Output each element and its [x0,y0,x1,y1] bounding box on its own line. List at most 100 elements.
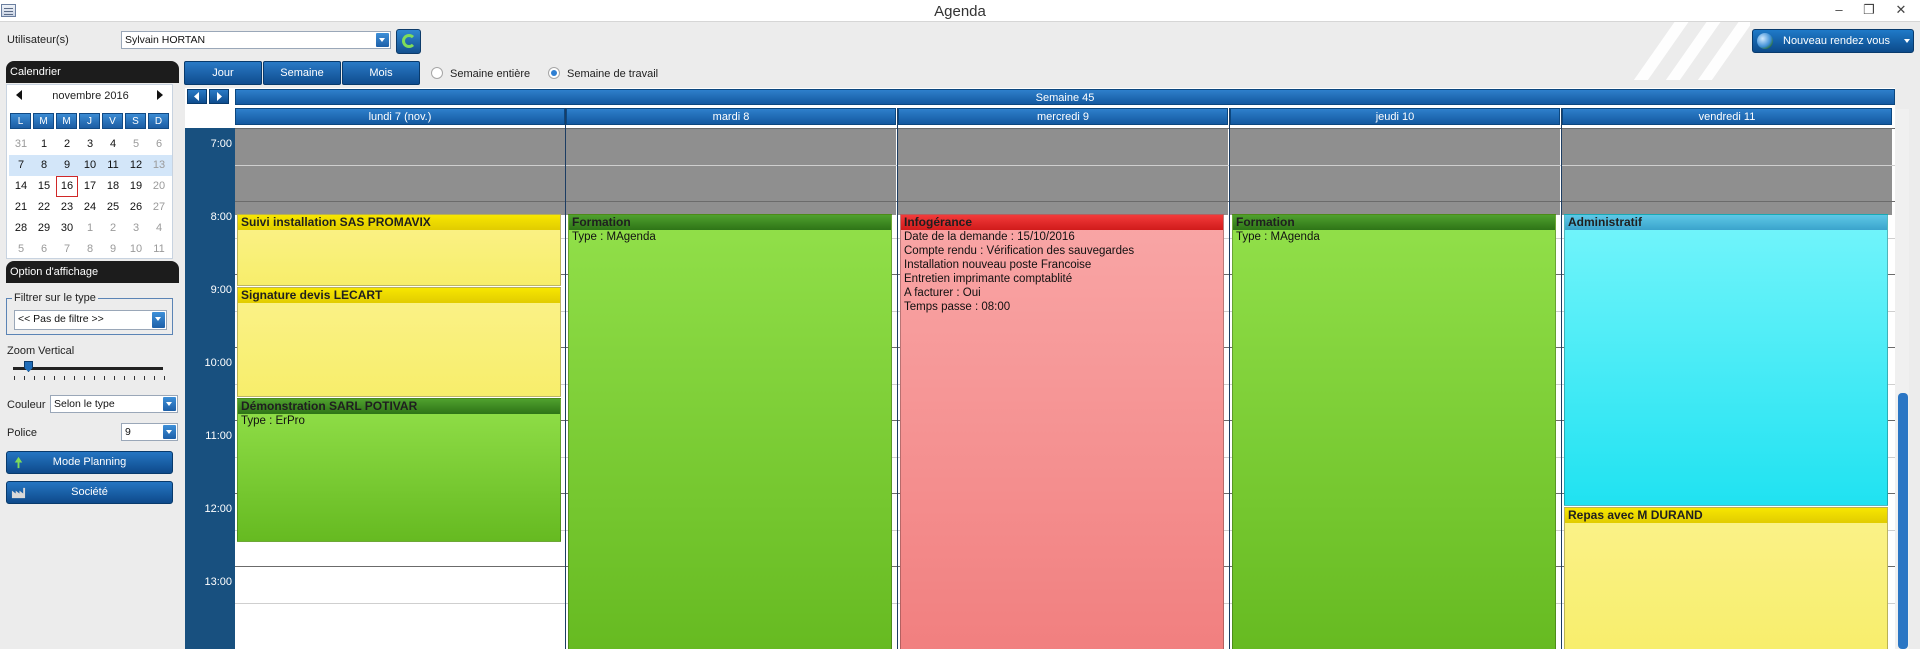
day-header[interactable]: jeudi 10 [1230,108,1560,125]
appointment[interactable]: Formation Type : MAgenda [568,214,892,649]
calendar-day[interactable]: 17 [83,180,97,192]
appointment[interactable]: Infogérance Date de la demande : 15/10/20… [900,214,1224,649]
prev-month-icon[interactable] [16,90,22,100]
calendar-day[interactable]: 18 [106,180,120,192]
refresh-button[interactable] [396,29,421,54]
new-appointment-button[interactable]: Nouveau rendez vous [1752,29,1914,53]
tab-week[interactable]: Semaine [263,61,341,85]
zoom-tick [154,376,155,380]
appointment[interactable]: Repas avec M DURAND [1564,507,1888,649]
off-hours-slot [1562,128,1892,215]
appointment[interactable]: Signature devis LECART [237,287,561,397]
next-week-button[interactable] [209,89,229,104]
calendar-day[interactable]: 5 [132,138,140,150]
calendar-day[interactable]: 3 [86,138,94,150]
appointment[interactable]: Formation Type : MAgenda [1232,214,1556,649]
zoom-slider-track[interactable] [13,367,163,370]
planning-mode-button[interactable]: Mode Planning [6,451,173,474]
header-decoration [1610,22,1750,80]
calendar-day[interactable]: 10 [83,159,97,171]
calendar-day[interactable]: 5 [17,243,25,255]
calendar-day[interactable]: 2 [109,222,117,234]
zoom-slider-thumb[interactable] [24,361,33,372]
full-week-radio[interactable] [431,67,443,79]
app-icon [1,4,16,17]
calendar-day[interactable]: 16 [56,176,78,197]
appointment[interactable]: Suivi installation SAS PROMAVIX [237,214,561,286]
calendar-day[interactable]: 27 [152,201,166,213]
calendar-day[interactable]: 6 [40,243,48,255]
calendar-day[interactable]: 10 [129,243,143,255]
day-header[interactable]: vendredi 11 [1562,108,1892,125]
chevron-down-icon[interactable] [1904,39,1910,43]
calendar-day[interactable]: 31 [14,138,28,150]
tab-day[interactable]: Jour [184,61,262,85]
calendar-day[interactable]: 24 [83,201,97,213]
hour-gridline [235,165,1895,166]
font-value: 9 [125,426,131,438]
calendar-day[interactable]: 13 [152,159,166,171]
calendar-day[interactable]: 7 [17,159,25,171]
calendar-day[interactable]: 3 [132,222,140,234]
zoom-tick [104,376,105,380]
day-header[interactable]: lundi 7 (nov.) [235,108,565,125]
calendar-day[interactable]: 7 [63,243,71,255]
close-button[interactable]: ✕ [1895,2,1907,17]
calendar-day[interactable]: 8 [40,159,48,171]
prev-week-button[interactable] [187,89,207,104]
calendar-day[interactable]: 4 [155,222,163,234]
work-week-radio[interactable] [548,67,560,79]
calendar-week-row: 14 15 16 17 18 19 20 [9,176,172,197]
day-header[interactable]: mardi 8 [566,108,896,125]
chevron-down-icon[interactable] [152,312,165,328]
calendar-day[interactable]: 15 [37,180,51,192]
day-header[interactable]: mercredi 9 [898,108,1228,125]
calendar-day[interactable]: 14 [14,180,28,192]
appointment[interactable]: Administratif [1564,214,1888,506]
zoom-tick [114,376,115,380]
calendar-day[interactable]: 9 [109,243,117,255]
chevron-down-icon[interactable] [376,33,389,47]
zoom-tick [134,376,135,380]
calendar-week-row: 7 8 9 10 11 12 13 [9,155,172,176]
calendar-day[interactable]: 19 [129,180,143,192]
calendar-day[interactable]: 22 [37,201,51,213]
chevron-down-icon[interactable] [163,425,176,439]
calendar-day[interactable]: 30 [60,222,74,234]
font-select[interactable]: 9 [121,423,178,441]
filter-select[interactable]: << Pas de filtre >> [14,310,167,330]
calendar-day[interactable]: 20 [152,180,166,192]
weekday-header: D [148,113,169,129]
appointment-detail: Type : MAgenda [1236,231,1320,243]
calendar-day[interactable]: 9 [63,159,71,171]
calendar-day[interactable]: 4 [109,138,117,150]
calendar-day[interactable]: 26 [129,201,143,213]
restore-button[interactable]: ❐ [1863,2,1875,17]
company-button[interactable]: Société [6,481,173,504]
calendar-day[interactable]: 28 [14,222,28,234]
calendar-day[interactable]: 12 [129,159,143,171]
calendar-day[interactable]: 1 [40,138,48,150]
zoom-tick [164,376,165,380]
calendar-day[interactable]: 11 [153,243,165,255]
color-select[interactable]: Selon le type [50,395,178,413]
calendar-day[interactable]: 21 [14,201,28,213]
calendar-day[interactable]: 2 [63,138,71,150]
calendar-day[interactable]: 23 [60,201,74,213]
hour-label: 9:00 [210,284,232,296]
calendar-day[interactable]: 1 [86,222,94,234]
user-select[interactable]: Sylvain HORTAN [121,31,391,49]
calendar-day[interactable]: 8 [86,243,94,255]
appointment[interactable]: Démonstration SARL POTIVAR Type : ErPro [237,398,561,542]
tab-month[interactable]: Mois [342,61,420,85]
calendar-day[interactable]: 11 [107,159,119,171]
minimize-button[interactable]: – [1835,2,1843,17]
scrollbar-thumb[interactable] [1898,393,1908,649]
calendar-week-row: 21 22 23 24 25 26 27 [9,197,172,218]
hour-label: 7:00 [210,138,232,150]
calendar-day[interactable]: 29 [37,222,51,234]
chevron-down-icon[interactable] [163,397,176,411]
calendar-day[interactable]: 25 [106,201,120,213]
calendar-day[interactable]: 6 [155,138,163,150]
next-month-icon[interactable] [157,90,163,100]
